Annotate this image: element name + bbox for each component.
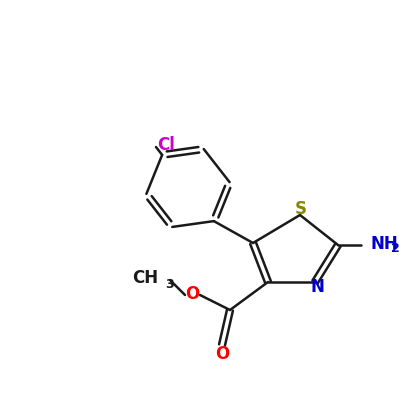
Text: S: S	[295, 200, 307, 218]
Text: N: N	[310, 278, 324, 296]
Text: Cl: Cl	[157, 136, 175, 155]
Text: O: O	[215, 345, 229, 363]
Text: NH: NH	[370, 235, 398, 253]
Text: CH: CH	[132, 269, 158, 287]
Text: 2: 2	[391, 241, 400, 255]
Text: 3: 3	[165, 278, 173, 291]
Text: O: O	[185, 285, 199, 303]
